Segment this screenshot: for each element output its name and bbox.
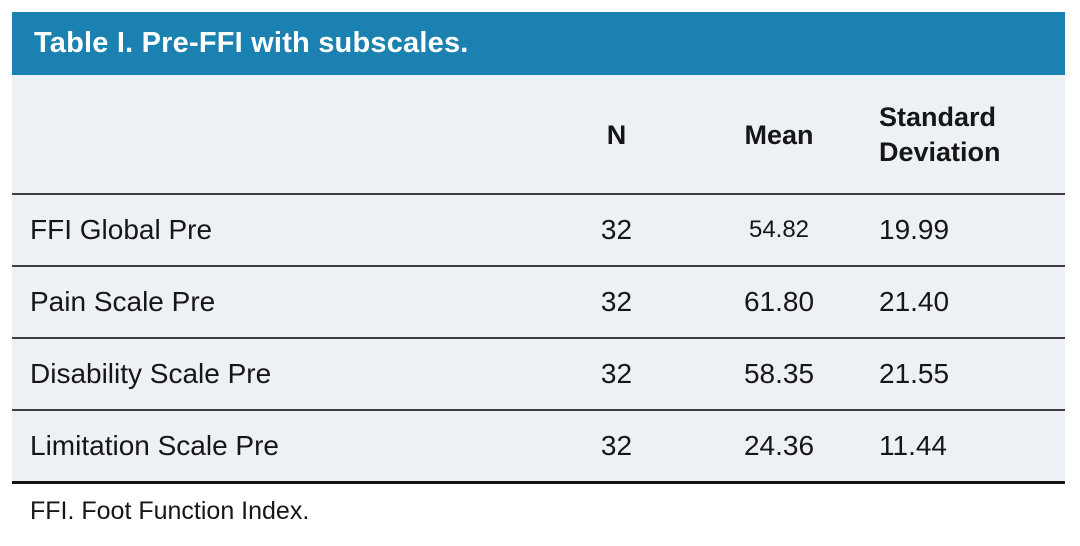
table-row: Limitation Scale Pre 32 24.36 11.44: [12, 409, 1065, 483]
sd-cell: 21.55: [879, 337, 1065, 411]
row-label-cell: Limitation Scale Pre: [12, 409, 554, 483]
table-title-bar: Table I. Pre-FFI with subscales.: [12, 12, 1065, 75]
table-row: Pain Scale Pre 32 61.80 21.40: [12, 265, 1065, 339]
sd-cell: 11.44: [879, 409, 1065, 483]
column-header-label: [12, 75, 554, 194]
mean-cell: 54.82: [679, 193, 879, 267]
mean-cell: 61.80: [679, 265, 879, 339]
column-header-n: N: [606, 119, 627, 150]
column-header-mean: Mean: [744, 119, 814, 150]
sd-cell: 19.99: [879, 193, 1065, 267]
row-label-cell: Disability Scale Pre: [12, 337, 554, 411]
table-figure: Table I. Pre-FFI with subscales. N Mean …: [12, 12, 1065, 526]
sd-cell: 21.40: [879, 265, 1065, 339]
row-label-cell: Pain Scale Pre: [12, 265, 554, 339]
mean-cell: 24.36: [679, 409, 879, 483]
table-header-row: N Mean Standard Deviation: [12, 75, 1065, 194]
table-row: FFI Global Pre 32 54.82 19.99: [12, 193, 1065, 267]
data-table: N Mean Standard Deviation FFI Global Pre…: [12, 75, 1065, 485]
mean-cell: 58.35: [679, 337, 879, 411]
n-cell: 32: [554, 193, 679, 267]
n-cell: 32: [554, 337, 679, 411]
n-cell: 32: [554, 265, 679, 339]
table-title: Table I. Pre-FFI with subscales.: [34, 27, 469, 59]
row-label-cell: FFI Global Pre: [12, 193, 554, 267]
column-header-sd: Standard Deviation: [879, 102, 1001, 168]
n-cell: 32: [554, 409, 679, 483]
table-row: Disability Scale Pre 32 58.35 21.55: [12, 337, 1065, 411]
table-footnote: FFI. Foot Function Index.: [30, 497, 310, 526]
